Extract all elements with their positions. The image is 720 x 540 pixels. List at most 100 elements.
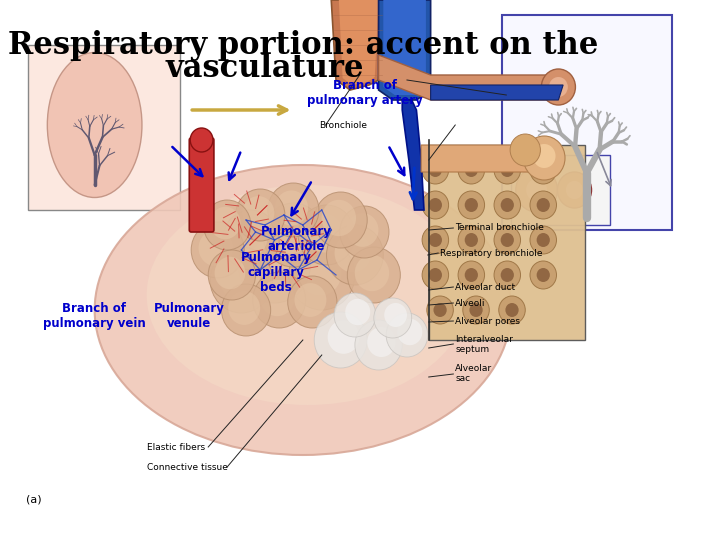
- Text: Elastic fibers: Elastic fibers: [146, 443, 204, 451]
- Circle shape: [557, 172, 592, 208]
- Circle shape: [464, 268, 478, 282]
- Polygon shape: [383, 0, 426, 95]
- Circle shape: [428, 233, 442, 247]
- Ellipse shape: [48, 52, 142, 198]
- Polygon shape: [431, 85, 563, 100]
- Circle shape: [422, 226, 449, 254]
- Circle shape: [249, 238, 296, 288]
- Circle shape: [422, 261, 449, 289]
- Circle shape: [533, 144, 556, 168]
- Circle shape: [422, 156, 449, 184]
- Circle shape: [505, 303, 518, 317]
- Circle shape: [523, 136, 565, 180]
- Circle shape: [210, 207, 240, 239]
- Circle shape: [500, 268, 514, 282]
- Circle shape: [500, 233, 514, 247]
- Circle shape: [428, 268, 442, 282]
- Circle shape: [199, 230, 233, 266]
- Polygon shape: [402, 100, 424, 210]
- Text: Alveolar
sac: Alveolar sac: [455, 364, 492, 383]
- Circle shape: [260, 280, 294, 316]
- Bar: [511, 155, 611, 225]
- Circle shape: [268, 183, 319, 237]
- Circle shape: [530, 191, 557, 219]
- Circle shape: [536, 233, 550, 247]
- Ellipse shape: [94, 165, 511, 455]
- Circle shape: [210, 247, 273, 313]
- Circle shape: [298, 250, 341, 296]
- Text: Pulmonary
arteriole: Pulmonary arteriole: [261, 225, 332, 253]
- FancyBboxPatch shape: [189, 138, 214, 232]
- Circle shape: [190, 128, 213, 152]
- Circle shape: [294, 283, 326, 317]
- Circle shape: [428, 198, 442, 212]
- Circle shape: [288, 276, 337, 328]
- Circle shape: [469, 303, 482, 317]
- Text: Pulmonary
capillary
beds: Pulmonary capillary beds: [240, 251, 312, 294]
- Circle shape: [536, 268, 550, 282]
- Circle shape: [530, 226, 557, 254]
- Circle shape: [222, 210, 279, 270]
- Circle shape: [347, 247, 400, 303]
- Circle shape: [458, 261, 485, 289]
- Circle shape: [340, 206, 389, 258]
- Text: Alveoli: Alveoli: [455, 299, 486, 308]
- Circle shape: [222, 284, 271, 336]
- Text: Branch of
pulmonary vein: Branch of pulmonary vein: [42, 302, 145, 330]
- Circle shape: [464, 198, 478, 212]
- Circle shape: [499, 296, 526, 324]
- Circle shape: [422, 191, 449, 219]
- Bar: [428, 145, 585, 340]
- Circle shape: [428, 163, 442, 177]
- Text: Bronchiole: Bronchiole: [319, 121, 367, 130]
- Polygon shape: [339, 0, 379, 85]
- Circle shape: [384, 303, 407, 327]
- Circle shape: [314, 312, 367, 368]
- Text: Interalveolar
septum: Interalveolar septum: [455, 335, 513, 354]
- Circle shape: [500, 198, 514, 212]
- Circle shape: [306, 213, 343, 253]
- Text: vasculature: vasculature: [166, 53, 364, 84]
- Circle shape: [494, 156, 521, 184]
- Circle shape: [530, 156, 557, 184]
- Text: Terminal bronchiole: Terminal bronchiole: [455, 224, 544, 232]
- Circle shape: [526, 179, 547, 201]
- Circle shape: [238, 227, 310, 303]
- Circle shape: [335, 233, 372, 273]
- Polygon shape: [421, 145, 549, 172]
- Circle shape: [346, 299, 370, 325]
- Bar: [28, 45, 180, 210]
- Circle shape: [458, 226, 485, 254]
- Circle shape: [536, 198, 550, 212]
- Circle shape: [549, 77, 568, 97]
- Circle shape: [314, 192, 367, 248]
- Circle shape: [334, 293, 376, 337]
- Circle shape: [386, 313, 428, 357]
- Circle shape: [235, 189, 285, 241]
- Polygon shape: [379, 0, 431, 100]
- Circle shape: [464, 233, 478, 247]
- Circle shape: [298, 205, 355, 265]
- Circle shape: [272, 212, 311, 254]
- Circle shape: [530, 261, 557, 289]
- Circle shape: [326, 225, 383, 285]
- Text: Pulmonary
venule: Pulmonary venule: [154, 302, 225, 330]
- Circle shape: [328, 320, 359, 354]
- Circle shape: [433, 303, 446, 317]
- Circle shape: [346, 213, 379, 247]
- Circle shape: [500, 163, 514, 177]
- Circle shape: [219, 256, 260, 300]
- Ellipse shape: [147, 185, 469, 405]
- Circle shape: [566, 181, 583, 199]
- Text: Respiratory bronchiole: Respiratory bronchiole: [439, 249, 542, 258]
- Circle shape: [397, 319, 423, 345]
- Text: (a): (a): [26, 495, 42, 504]
- Circle shape: [215, 256, 246, 289]
- Circle shape: [243, 196, 274, 230]
- Circle shape: [228, 291, 260, 325]
- Polygon shape: [331, 0, 383, 90]
- Circle shape: [464, 163, 478, 177]
- Circle shape: [204, 200, 251, 250]
- Text: Alveolar pores: Alveolar pores: [455, 317, 520, 326]
- Polygon shape: [379, 55, 563, 100]
